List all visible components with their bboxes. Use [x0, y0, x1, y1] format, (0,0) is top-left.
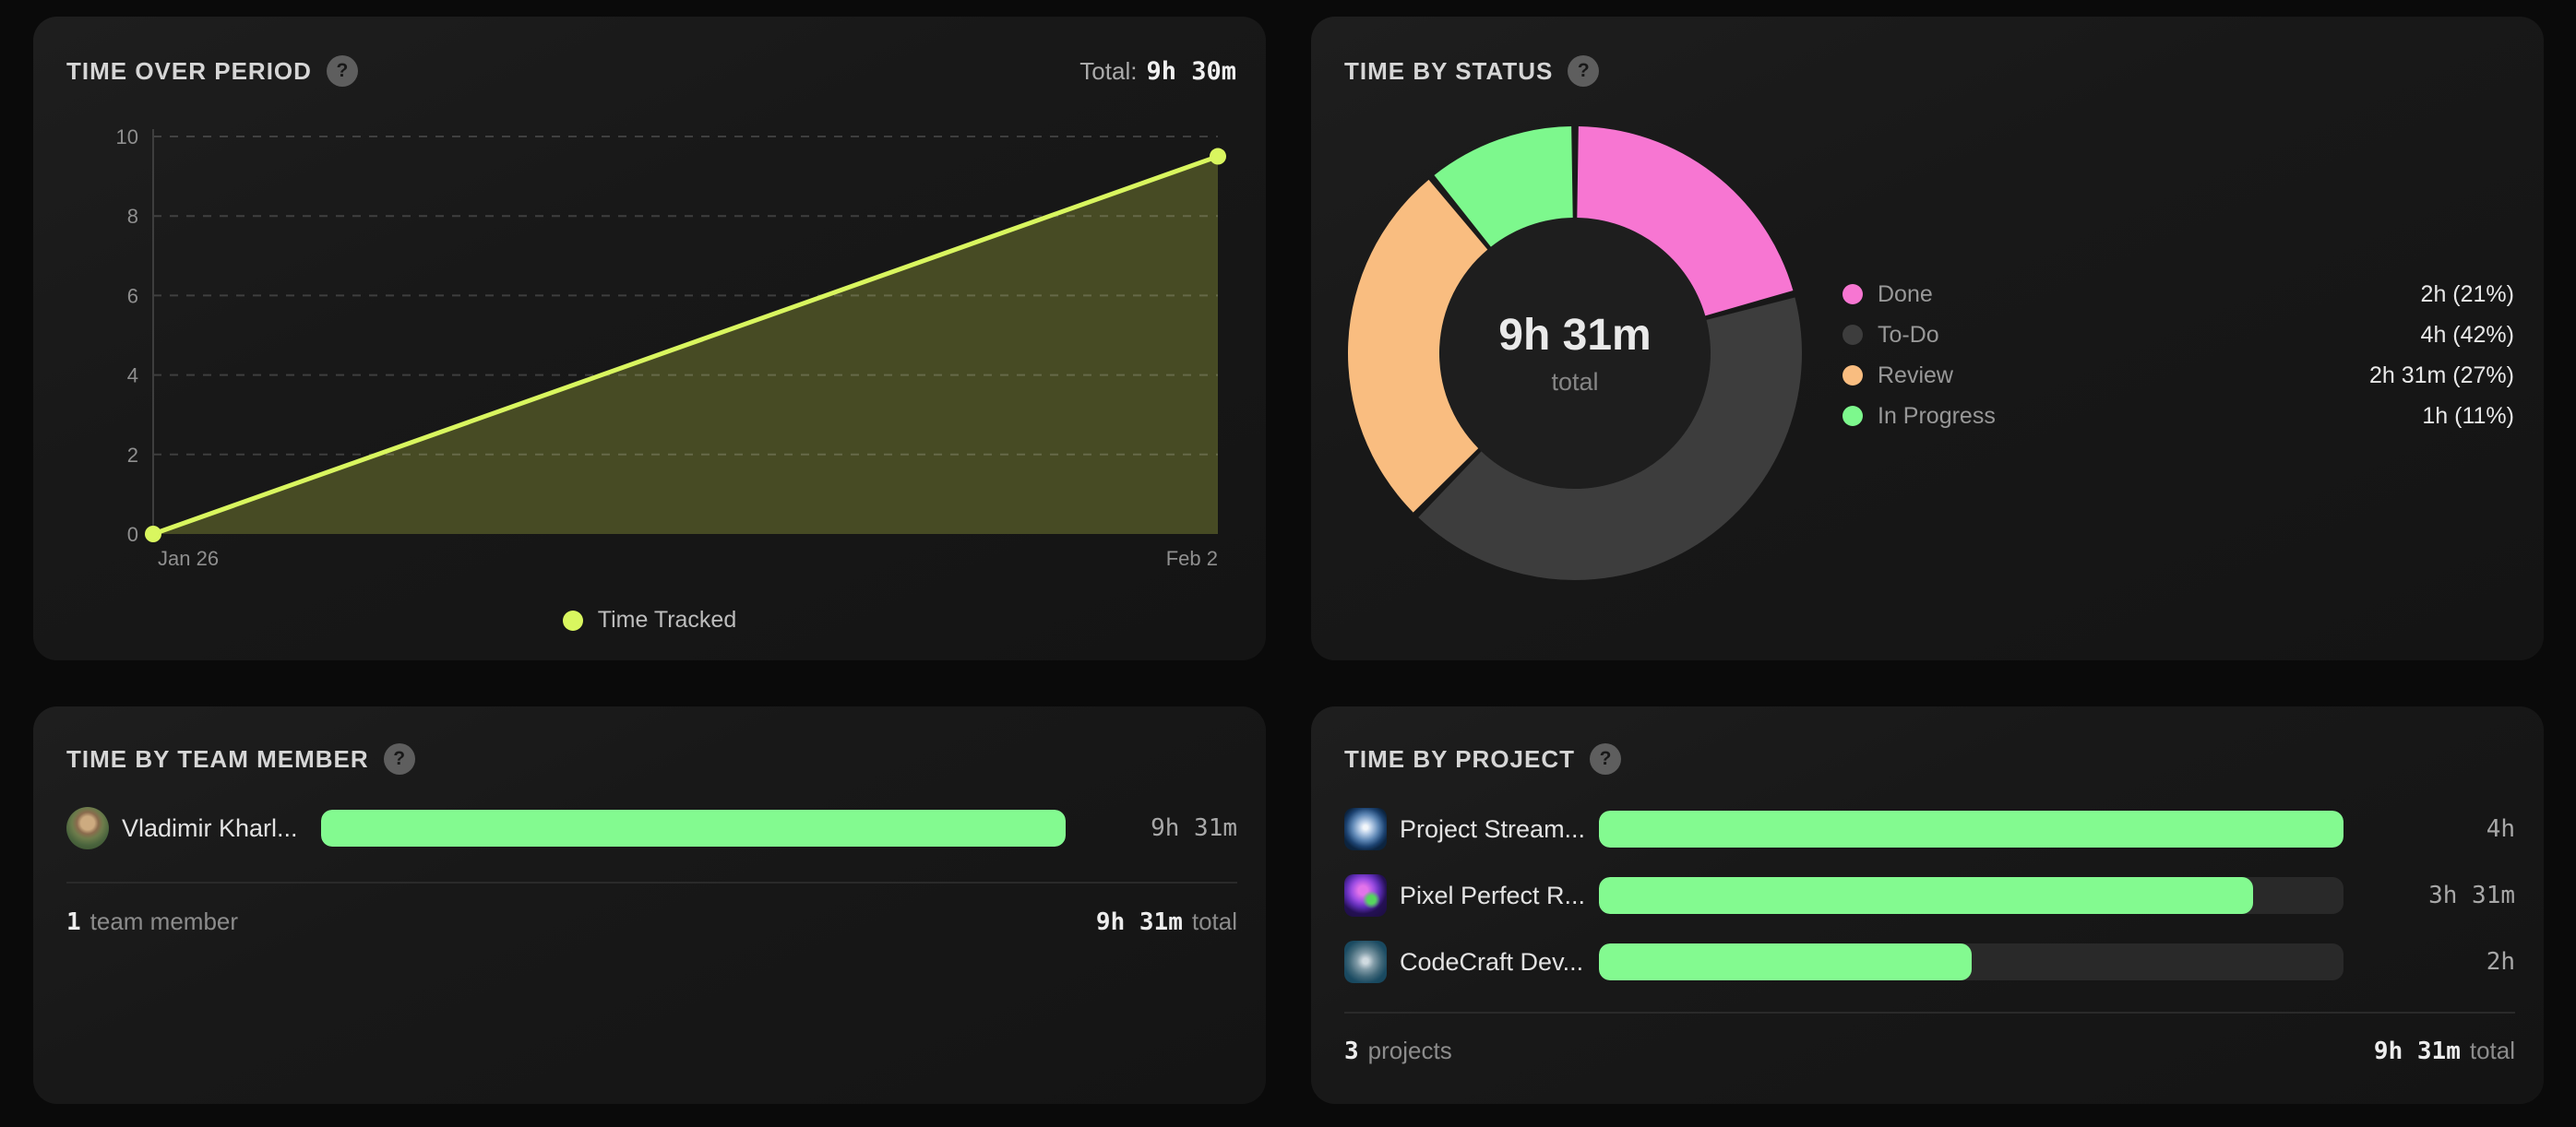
row-name: CodeCraft Dev...: [1400, 948, 1599, 977]
series-dot-icon: [563, 611, 583, 631]
logo-codecraft: [1344, 941, 1387, 983]
period-total: Total: 9h 30m: [1079, 57, 1236, 86]
status-label: In Progress: [1878, 403, 1996, 430]
status-dot-icon: [1843, 284, 1863, 304]
project-rows: Project Stream... 4h Pixel Perfect R... 3h …: [1344, 805, 2515, 1004]
card-header: TIME BY PROJECT ?: [1344, 743, 2514, 775]
donut-hole: [1439, 218, 1711, 489]
footer-total: 9h 31m total: [2374, 1037, 2515, 1065]
status-dot-icon: [1843, 406, 1863, 426]
status-label: Done: [1878, 281, 1933, 308]
y-axis-label: 10: [116, 125, 138, 148]
status-donut-chart: [1347, 125, 1803, 581]
status-value: 2h 31m (27%): [2369, 362, 2514, 389]
logo-project-stream: [1344, 808, 1387, 850]
status-legend-item[interactable]: To-Do 4h (42%): [1843, 314, 2514, 355]
logo-pixel-perfect: [1344, 874, 1387, 917]
footer-total-label: total: [1192, 908, 1237, 936]
status-legend: Done 2h (21%) To-Do 4h (42%) Review 2h 31m (2…: [1843, 274, 2514, 436]
bar-row[interactable]: CodeCraft Dev... 2h: [1344, 938, 2515, 986]
card-time-by-status: TIME BY STATUS ? 9h 31m total Done2h (21…: [1311, 17, 2544, 660]
x-axis-label: Jan 26: [158, 547, 219, 570]
project-count-label: projects: [1368, 1037, 1452, 1065]
card-footer: 3 projects 9h 31m total: [1344, 1037, 2515, 1065]
bar-fill: [1599, 943, 1972, 980]
status-legend-item[interactable]: Done 2h (21%): [1843, 274, 2514, 314]
member-count: 1: [66, 908, 81, 936]
bar-fill: [1599, 877, 2253, 914]
bar-fill: [321, 810, 1066, 847]
status-label: To-Do: [1878, 322, 1939, 349]
card-time-over-period: TIME OVER PERIOD ? Total: 9h 30m 0 2 4 6 8 10…: [33, 17, 1266, 660]
y-axis-label: 0: [127, 523, 138, 546]
row-name: Pixel Perfect R...: [1400, 882, 1599, 910]
card-time-by-project: TIME BY PROJECT ? Project Stream... 4h Pix…: [1311, 706, 2544, 1104]
bar-track: [1599, 811, 2343, 848]
total-value: 9h 30m: [1146, 57, 1236, 86]
y-axis-label: 2: [127, 444, 138, 467]
project-count: 3: [1344, 1038, 1359, 1065]
status-dot-icon: [1843, 325, 1863, 345]
footer-total-value: 9h 31m: [2374, 1038, 2461, 1065]
panel-title: TIME BY STATUS: [1344, 57, 1553, 86]
row-name: Project Stream...: [1400, 815, 1599, 844]
card-header: TIME BY TEAM MEMBER ?: [66, 743, 1236, 775]
status-legend-item[interactable]: Review 2h 31m (27%): [1843, 355, 2514, 396]
status-label: Review: [1878, 362, 1953, 389]
bar-track: [1599, 877, 2343, 914]
row-value: 2h: [2343, 948, 2515, 976]
status-dot-icon: [1843, 365, 1863, 386]
panel-title: TIME BY PROJECT: [1344, 745, 1575, 774]
row-name: Vladimir Kharl...: [122, 814, 321, 843]
bar-row[interactable]: Pixel Perfect R... 3h 31m: [1344, 872, 2515, 919]
y-axis-label: 8: [127, 205, 138, 228]
bar-track: [1599, 943, 2343, 980]
team-member-rows: Vladimir Kharl... 9h 31m: [66, 804, 1237, 871]
bar-row[interactable]: Project Stream... 4h: [1344, 805, 2515, 853]
row-value: 3h 31m: [2343, 882, 2515, 909]
help-icon[interactable]: ?: [384, 743, 415, 775]
bar-track: [321, 810, 1066, 847]
card-time-by-team-member: TIME BY TEAM MEMBER ? Vladimir Kharl... 9…: [33, 706, 1266, 1104]
dashboard: TIME OVER PERIOD ? Total: 9h 30m 0246810…: [0, 0, 2576, 1127]
row-value: 4h: [2343, 815, 2515, 843]
help-icon[interactable]: ?: [327, 55, 358, 87]
card-header: TIME BY STATUS ?: [1344, 55, 2514, 87]
status-legend-item[interactable]: In Progress 1h (11%): [1843, 396, 2514, 436]
footer-total: 9h 31m total: [1096, 908, 1237, 936]
status-value: 2h (21%): [2421, 281, 2514, 308]
card-header: TIME OVER PERIOD ? Total: 9h 30m: [66, 55, 1236, 87]
status-value: 4h (42%): [2421, 322, 2514, 349]
panel-title: TIME OVER PERIOD: [66, 57, 312, 86]
row-value: 9h 31m: [1066, 814, 1237, 842]
data-point[interactable]: [145, 526, 161, 542]
member-count-label: team member: [90, 908, 238, 936]
status-value: 1h (11%): [2422, 403, 2514, 430]
area-chart-legend[interactable]: Time Tracked: [33, 607, 1266, 634]
help-icon[interactable]: ?: [1568, 55, 1599, 87]
data-point[interactable]: [1210, 148, 1226, 165]
help-icon[interactable]: ?: [1590, 743, 1621, 775]
total-label: Total:: [1079, 57, 1137, 86]
panel-title: TIME BY TEAM MEMBER: [66, 745, 369, 774]
divider: [66, 882, 1237, 884]
divider: [1344, 1012, 2515, 1014]
avatar-vladimir: [66, 807, 109, 849]
bar-row[interactable]: Vladimir Kharl... 9h 31m: [66, 804, 1237, 852]
footer-total-value: 9h 31m: [1096, 908, 1183, 936]
y-axis-label: 6: [127, 284, 138, 307]
x-axis-label: Feb 2: [1166, 547, 1218, 570]
card-footer: 1 team member 9h 31m total: [66, 908, 1237, 936]
time-over-period-chart: 0 2 4 6 8 10 Jan 26 Feb 2: [33, 100, 1266, 588]
bar-fill: [1599, 811, 2343, 848]
series-name: Time Tracked: [598, 607, 737, 634]
y-axis-label: 4: [127, 364, 138, 387]
footer-total-label: total: [2470, 1037, 2515, 1065]
